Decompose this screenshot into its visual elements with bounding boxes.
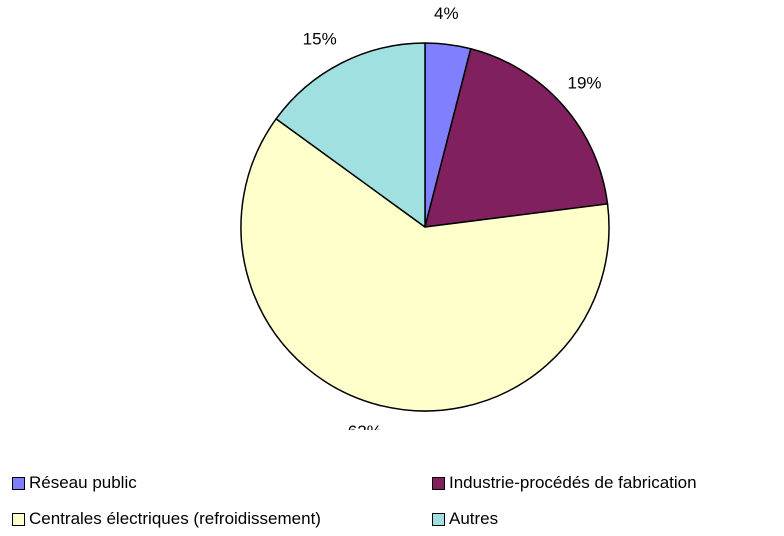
legend-swatch-industrie (432, 476, 445, 490)
legend-item-autres: Autres (432, 509, 498, 529)
legend-item-reseau-public: Réseau public (12, 473, 137, 493)
pie-data-labels: 4% 19% 62% 15% (303, 4, 602, 430)
legend-label-reseau-public: Réseau public (29, 473, 137, 492)
data-label-industrie: 19% (567, 74, 601, 93)
legend-swatch-reseau-public (12, 476, 25, 490)
pie-slice-industrie (424, 48, 609, 228)
legend-label-autres: Autres (449, 509, 499, 528)
pie-slice-centrales (240, 118, 610, 412)
legend-label-centrales: Centrales électriques (refroidissement) (29, 509, 321, 528)
pie-slice-autres (275, 42, 426, 228)
legend-item-centrales: Centrales électriques (refroidissement) (12, 509, 321, 529)
pie-slices (240, 42, 610, 412)
data-label-reseau-public: 4% (434, 4, 459, 23)
pie-chart: 4% 19% 62% 15% (240, 4, 610, 430)
legend-label-industrie: Industrie-procédés de fabrication (449, 473, 697, 492)
data-label-autres: 15% (303, 29, 337, 48)
legend-item-industrie: Industrie-procédés de fabrication (432, 473, 697, 493)
legend-swatch-centrales (12, 512, 25, 526)
legend-swatch-autres (432, 512, 445, 526)
data-label-centrales: 62% (348, 422, 382, 430)
